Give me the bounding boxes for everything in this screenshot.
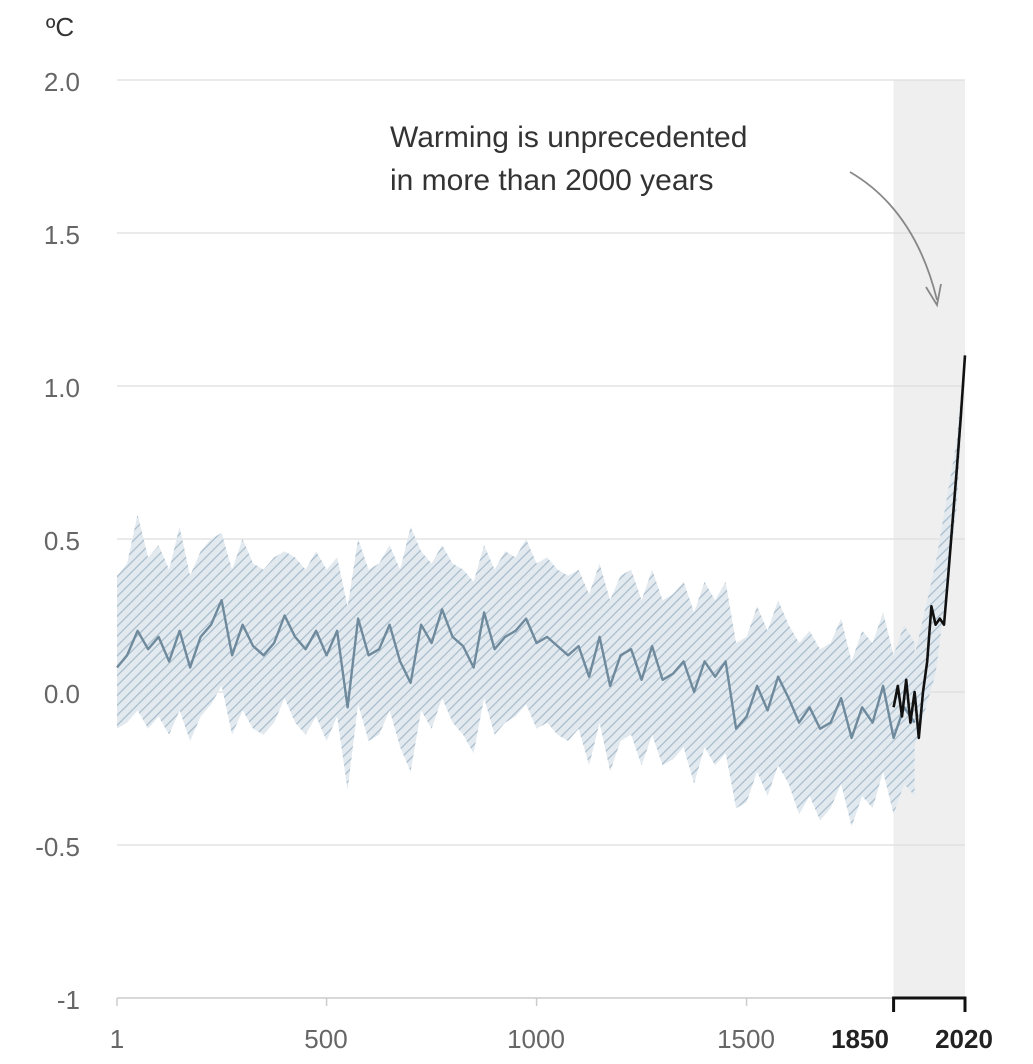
- observed-line: [892, 355, 967, 740]
- x-tick-label-bold: 1850: [831, 1024, 889, 1054]
- x-axis-layer: [116, 996, 967, 1012]
- annotation-arrow: [849, 171, 938, 301]
- annotation-line-1: Warming is unprecedented: [390, 121, 747, 154]
- y-axis-unit-label: ºC: [46, 12, 74, 42]
- y-tick-label: -1: [57, 985, 80, 1015]
- x-tick-label-bold: 2020: [935, 1024, 993, 1054]
- series-layer: [116, 355, 967, 740]
- x-tick-label: 1000: [507, 1024, 565, 1054]
- x-tick-label: 1500: [717, 1024, 775, 1054]
- y-tick-label: 2.0: [44, 67, 80, 97]
- annotation-arrowhead: [925, 283, 942, 308]
- modern-period-bracket: [892, 996, 967, 1012]
- y-tick-label: 0.5: [44, 526, 80, 556]
- y-tick-label: 1.0: [44, 373, 80, 403]
- y-tick-label: 0.0: [44, 679, 80, 709]
- reconstruction-line: [116, 599, 916, 740]
- annotation-line-2: in more than 2000 years: [390, 164, 714, 197]
- x-tick-label: 1: [110, 1024, 124, 1054]
- grid-layer: [117, 79, 965, 846]
- uncertainty-layer: [117, 349, 965, 827]
- y-tick-label: 1.5: [44, 220, 80, 250]
- y-tick-label: -0.5: [35, 832, 80, 862]
- uncertainty-band: [117, 514, 915, 827]
- x-tick-label: 500: [304, 1024, 347, 1054]
